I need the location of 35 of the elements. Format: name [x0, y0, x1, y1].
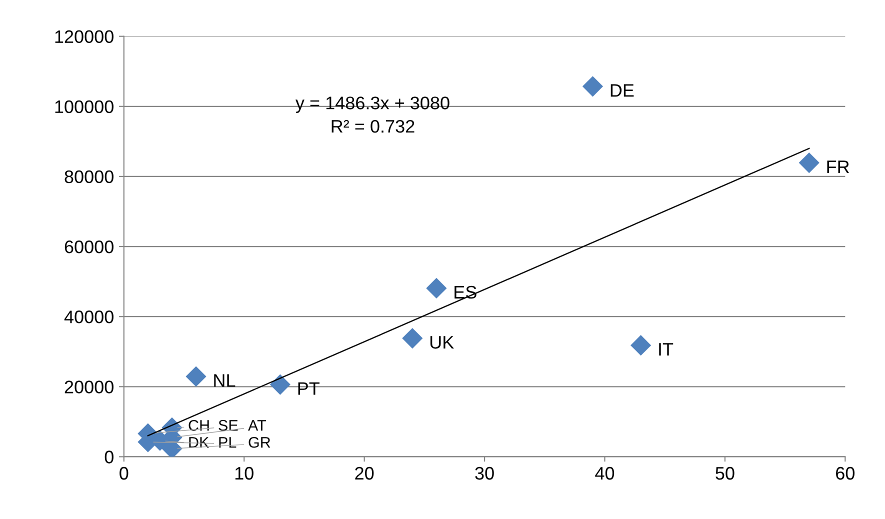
- annotation: UK: [430, 336, 454, 349]
- point: [270, 374, 290, 395]
- point: [798, 152, 820, 174]
- annotation: IT: [659, 343, 674, 356]
- annotation: DK: [189, 437, 210, 448]
- x-tick-label: 10: [235, 466, 254, 480]
- x-tick-label: 30: [475, 466, 494, 480]
- y-tick-label: 40000: [64, 310, 114, 324]
- annotation: y = 1486.3x + 3080 R² = 0.732: [295, 96, 450, 133]
- y-tick-label: 80000: [64, 170, 114, 184]
- point: [402, 328, 423, 349]
- annotation: FR: [827, 160, 850, 174]
- annotation: SE: [218, 420, 238, 431]
- y-tick-label: 0: [104, 450, 114, 464]
- annotation: CH: [188, 420, 209, 431]
- point: [186, 366, 206, 387]
- annotation: ES: [454, 286, 476, 299]
- x-tick-label: 0: [120, 466, 128, 480]
- y-tick-label: 20000: [64, 380, 114, 394]
- annotation: AT: [248, 420, 266, 431]
- y-tick-label: 100000: [55, 100, 114, 114]
- x-tick-label: 50: [716, 466, 734, 480]
- point: [582, 76, 604, 97]
- x-tick-label: 40: [595, 466, 614, 480]
- annotation: GR: [248, 436, 270, 448]
- point: [426, 278, 447, 299]
- annotation: DE: [610, 84, 634, 97]
- x-tick-label: 20: [355, 466, 374, 480]
- y-tick-label: 60000: [64, 240, 114, 254]
- y-tick-label: 120000: [55, 30, 114, 44]
- point: [630, 335, 652, 356]
- annotation: NL: [214, 374, 236, 387]
- annotation: PL: [219, 437, 236, 448]
- annotation: PT: [298, 382, 320, 395]
- x-tick-label: 60: [836, 466, 855, 480]
